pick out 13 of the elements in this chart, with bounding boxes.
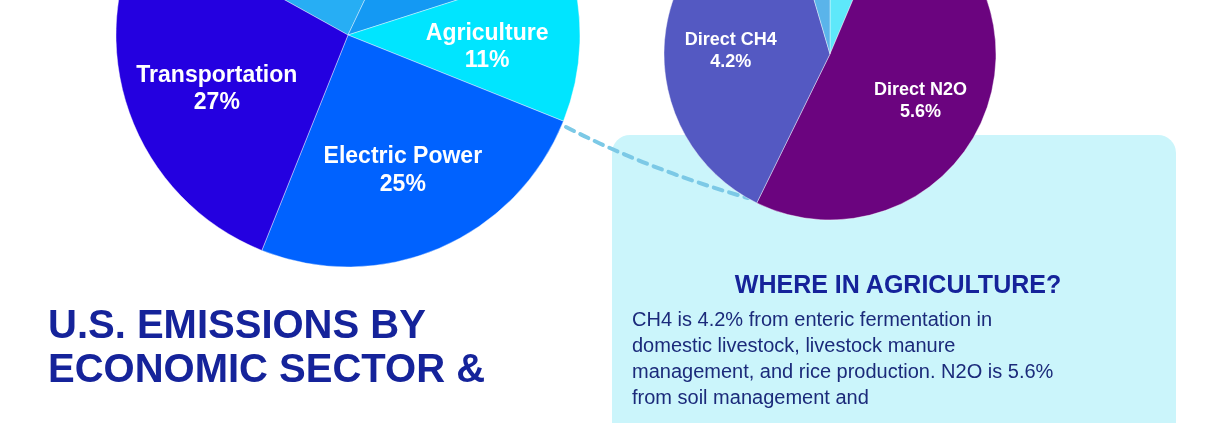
slice-label: Transportation [136,60,298,87]
slice-label: Electric Power [323,141,483,168]
data-label: 25% [379,169,426,196]
text: U.S. EMISSIONS BY ECONOMIC SECTOR & [48,302,486,390]
slice-label: Direct CH4 [684,29,777,50]
data-label: 27% [193,88,240,115]
slice-label: Agriculture [425,18,549,45]
data-label: 11% [464,46,510,73]
slice-label: Direct N2O [874,79,968,100]
data-label: 5.6% [900,100,942,121]
text: CH4 is 4.2% from enteric fermentation in domestic livestock, livestock manure management, and rice production. N2O is 5.6% from soil management and [632,308,1054,408]
text: WHERE IN AGRICULTURE? [734,270,1062,298]
data-label: 4.2% [710,51,752,72]
